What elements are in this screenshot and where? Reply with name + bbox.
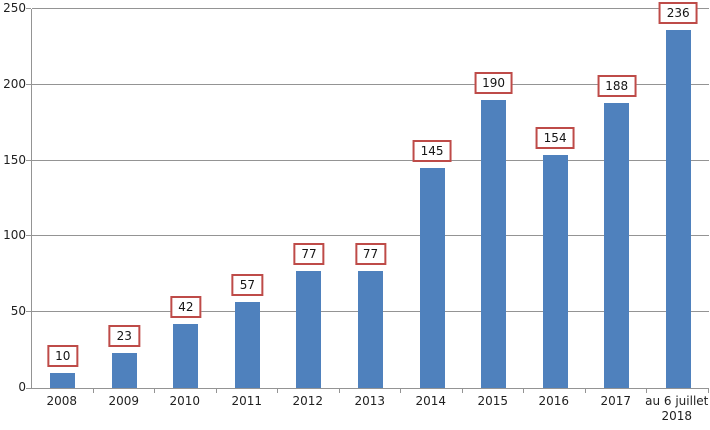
y-axis-tick-label: 200 bbox=[3, 76, 26, 91]
bar-2015 bbox=[481, 100, 506, 388]
y-tick-mark-100 bbox=[26, 235, 31, 237]
x-axis-category-label: 2013 bbox=[354, 394, 386, 408]
x-axis-category-label: 2015 bbox=[477, 394, 509, 408]
bar-2010 bbox=[173, 324, 198, 388]
y-axis-tick-label: 250 bbox=[3, 1, 26, 15]
x-axis-category-label: 2011 bbox=[231, 394, 263, 408]
x-tick-mark bbox=[215, 388, 217, 393]
x-tick-mark bbox=[646, 388, 648, 393]
x-axis-category-label: 2012 bbox=[292, 394, 324, 408]
gridline-200 bbox=[32, 83, 709, 85]
y-axis-tick-label: 150 bbox=[3, 152, 26, 167]
x-tick-mark bbox=[92, 388, 94, 393]
y-tick-mark-250 bbox=[26, 8, 31, 9]
x-tick-mark bbox=[154, 388, 156, 393]
x-tick-mark bbox=[400, 388, 402, 393]
bar-2012 bbox=[296, 271, 321, 388]
bar-2009 bbox=[112, 353, 137, 388]
x-axis-category-label: 2010 bbox=[169, 394, 201, 408]
x-tick-mark bbox=[338, 388, 340, 393]
x-axis-category-label: 2017 bbox=[600, 394, 632, 408]
y-tick-mark-200 bbox=[26, 83, 31, 85]
gridline-150 bbox=[32, 159, 709, 161]
x-axis-category-label: 2009 bbox=[108, 394, 140, 408]
data-label: 77 bbox=[354, 243, 387, 265]
plot-area: 10 23 42 57 77 77 145 190 154 188 236 bbox=[26, 2, 709, 393]
x-tick-mark bbox=[277, 388, 279, 393]
gridline-250 bbox=[32, 8, 709, 9]
y-tick-mark-0 bbox=[26, 388, 31, 389]
data-label: 10 bbox=[47, 345, 79, 367]
data-label: 42 bbox=[170, 296, 202, 318]
bar-2013 bbox=[358, 271, 383, 388]
x-tick-mark bbox=[708, 388, 709, 393]
x-tick-mark bbox=[461, 388, 463, 393]
gridline-100 bbox=[32, 235, 709, 237]
x-axis-category-label: 2014 bbox=[415, 394, 447, 408]
bar-2017 bbox=[604, 103, 629, 388]
bar-2016 bbox=[543, 155, 568, 388]
data-label: 236 bbox=[658, 2, 698, 24]
x-tick-mark bbox=[584, 388, 586, 393]
x-axis-category-label: au 6 juillet 2018 bbox=[645, 394, 709, 423]
data-label: 77 bbox=[293, 243, 325, 265]
bar-2011 bbox=[235, 302, 260, 388]
data-label: 23 bbox=[108, 325, 140, 347]
data-label: 57 bbox=[231, 274, 264, 296]
bar-2014 bbox=[420, 168, 445, 388]
data-label: 188 bbox=[597, 75, 637, 97]
bar-2008 bbox=[50, 373, 75, 388]
x-tick-mark bbox=[523, 388, 525, 393]
data-label: 154 bbox=[535, 127, 575, 149]
x-axis-category-label: 2008 bbox=[46, 394, 78, 408]
data-label: 145 bbox=[412, 140, 452, 162]
y-axis-tick-label: 50 bbox=[10, 304, 26, 319]
y-axis-tick-label: 0 bbox=[18, 380, 26, 394]
data-label: 190 bbox=[474, 72, 514, 94]
y-tick-mark-50 bbox=[26, 311, 31, 313]
y-tick-mark-150 bbox=[26, 159, 31, 161]
x-axis-category-label: 2016 bbox=[538, 394, 570, 408]
y-axis-tick-label: 100 bbox=[3, 228, 26, 243]
bar-au-6-juillet-2018 bbox=[666, 30, 691, 388]
